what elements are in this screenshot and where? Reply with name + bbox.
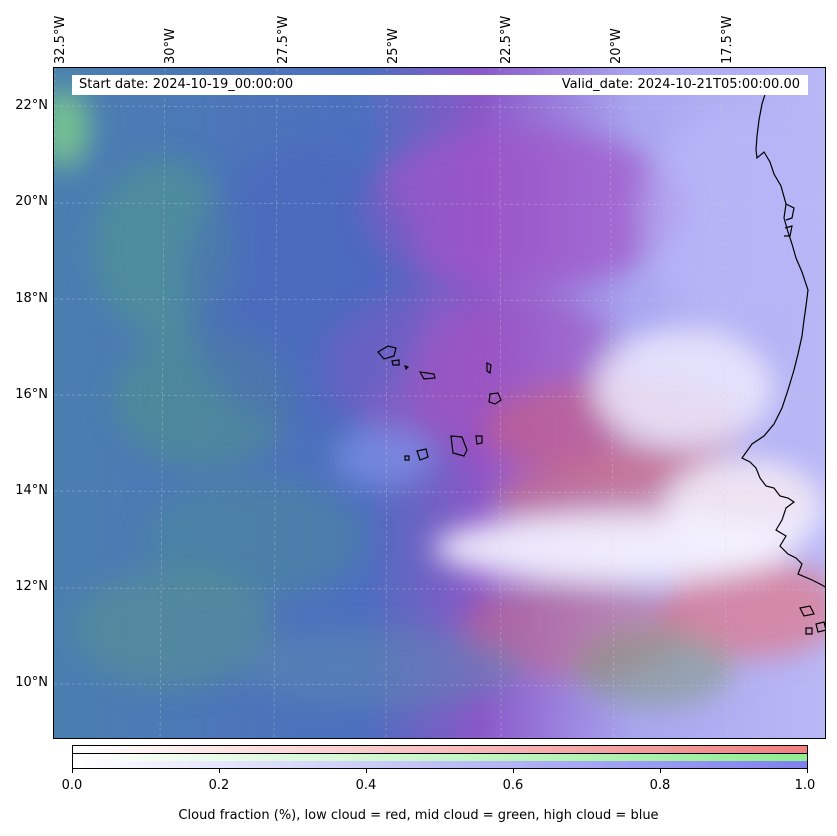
colorbar-tick [366,769,367,773]
colorbar-low-red [73,746,807,754]
cloud-fraction-map [53,67,826,739]
colorbar-tick-label-0: 0.0 [61,778,83,793]
lat-label-20n: 20°N [15,194,48,209]
colorbar [72,745,808,769]
colorbar-title: Cloud fraction (%), low cloud = red, mid… [178,808,659,823]
cape-verde-islands [377,345,502,461]
lat-label-12n: 12°N [15,579,48,594]
colorbar-tick-label-4: 0.8 [649,778,671,793]
lat-label-14n: 14°N [15,483,48,498]
lon-label-22-5w: 22.5°W [499,15,514,64]
coast-inlet [784,203,795,237]
colorbar-high-blue [73,761,807,768]
colorbar-tick [807,769,808,773]
lat-label-10n: 10°N [15,675,48,690]
valid-date-label: Valid_date: 2024-10-21T05:00:00.00 [561,77,800,92]
colorbar-tick [72,769,73,773]
lat-label-16n: 16°N [15,387,48,402]
lat-label-18n: 18°N [15,291,48,306]
africa-coastline [741,75,825,588]
lon-label-17-5w: 17.5°W [720,15,735,64]
colorbar-tick-label-3: 0.6 [502,778,524,793]
gridlines [54,68,825,738]
colorbar-tick-label-1: 0.2 [208,778,230,793]
map-canvas [54,68,825,738]
start-date-label: Start date: 2024-10-19_00:00:00 [79,77,294,92]
cloud-fields [54,88,825,708]
colorbar-tick [219,769,220,773]
lon-label-25w: 25°W [386,28,401,64]
colorbar-tick [660,769,661,773]
colorbar-tick-label-2: 0.4 [355,778,377,793]
lon-label-30w: 30°W [163,28,178,64]
colorbar-tick [513,769,514,773]
bijagos-islands [799,605,825,635]
lon-label-20w: 20°W [609,28,624,64]
lon-label-32-5w: 32.5°W [53,15,68,64]
lon-label-27-5w: 27.5°W [276,15,291,64]
lat-label-22n: 22°N [15,98,48,113]
colorbar-tick-label-5: 1.0 [794,778,816,793]
date-bar: Start date: 2024-10-19_00:00:00 Valid_da… [72,75,808,95]
